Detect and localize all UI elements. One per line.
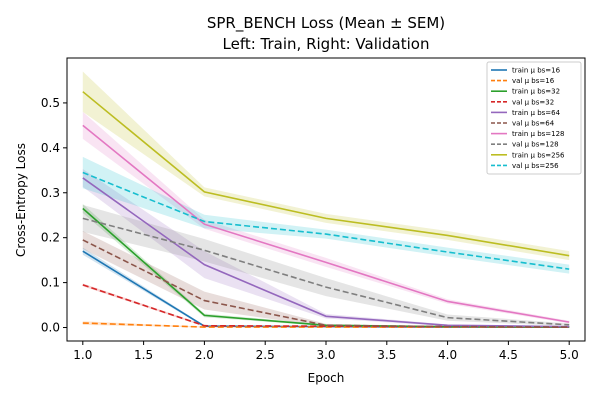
legend-label-6: train μ bs=128 [512,130,565,138]
legend-label-0: train μ bs=16 [512,67,561,75]
legend-label-7: val μ bs=128 [512,141,559,149]
chart-title-line-2: Left: Train, Right: Validation [223,35,430,53]
sem-band-8 [82,71,570,261]
x-tick-label: 2.0 [195,348,214,362]
y-tick-label: 0.0 [41,321,60,335]
y-tick-label: 0.4 [41,141,60,155]
x-tick-label: 5.0 [560,348,579,362]
y-axis-ticks: 0.0 0.1 0.2 0.3 0.4 0.5 [41,96,67,335]
x-axis-ticks: 1.0 1.5 2.0 2.5 3.0 3.5 4.0 4.5 5.0 [73,341,579,362]
y-tick-label: 0.1 [41,276,60,290]
series-line-5 [82,239,570,328]
chart-title-line-1: SPR_BENCH Loss (Mean ± SEM) [207,14,445,33]
series-line-4 [82,177,570,328]
x-tick-label: 3.0 [316,348,335,362]
sem-band-9 [82,156,570,274]
x-tick-label: 3.5 [377,348,396,362]
x-tick-label: 2.5 [256,348,275,362]
legend-box [486,61,582,175]
series-line-7 [82,217,570,326]
sem-band-5 [82,230,570,328]
y-tick-label: 0.5 [41,96,60,110]
x-axis-label: Epoch [308,371,345,385]
series-line-6 [82,124,570,323]
legend-label-8: train μ bs=256 [512,151,565,159]
legend-label-9: val μ bs=256 [512,162,559,170]
legend-label-3: val μ bs=32 [512,98,554,106]
series-line-3 [82,284,570,328]
x-tick-label: 1.5 [134,348,153,362]
series-line-8 [82,91,570,257]
x-tick-label: 4.0 [438,348,457,362]
legend-label-4: train μ bs=64 [512,109,561,117]
series-lines [82,91,570,328]
legend-label-1: val μ bs=16 [512,77,555,85]
legend: train μ bs=16 val μ bs=16 train μ bs=32 val… [486,61,582,175]
series-line-9 [82,171,570,270]
y-tick-label: 0.2 [41,231,60,245]
legend-label-2: train μ bs=32 [512,88,560,96]
y-axis-label: Cross-Entropy Loss [14,143,28,257]
legend-label-5: val μ bs=64 [512,120,555,128]
x-tick-label: 1.0 [73,348,92,362]
y-tick-label: 0.3 [41,186,60,200]
x-tick-label: 4.5 [499,348,518,362]
